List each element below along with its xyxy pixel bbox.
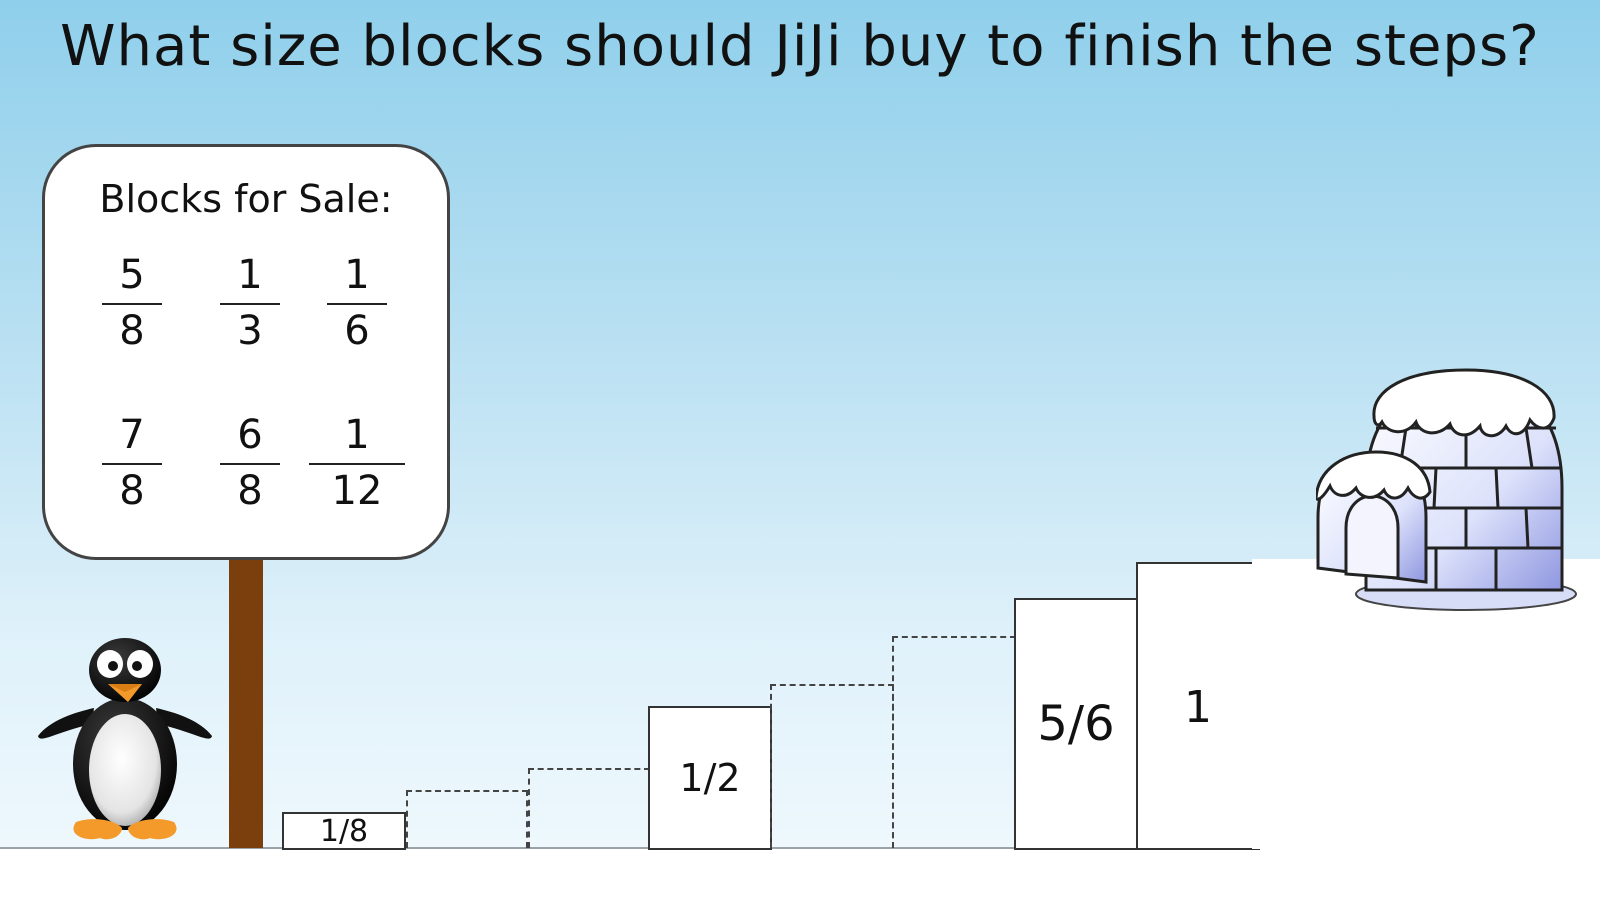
ground-line [0,847,1600,849]
fraction-item[interactable]: 5 8 [82,251,182,355]
page-title: What size blocks should JiJi buy to fini… [60,14,1540,79]
fraction-item[interactable]: 1 12 [307,411,407,515]
fraction-numerator: 5 [119,252,145,298]
step-block: 1 [1136,562,1260,850]
fraction-numerator: 7 [119,412,145,458]
step-block: 1/2 [648,706,772,850]
igloo-icon [1316,368,1577,611]
fraction-item[interactable]: 1 6 [307,251,407,355]
missing-step-outline [770,684,894,848]
penguin-icon [38,638,212,840]
fraction-numerator: 1 [344,412,370,458]
ground [0,848,1600,900]
fraction-bar [102,303,162,305]
fraction-bar [309,463,405,465]
fraction-bar [102,463,162,465]
step-label: 1/8 [319,813,369,849]
step-block: 1/8 [282,812,406,850]
missing-step-outline [892,636,1016,848]
step-label: 1 [1184,682,1212,733]
fraction-numerator: 1 [237,252,263,298]
fraction-denominator: 8 [119,308,145,354]
missing-step-outline [528,768,650,848]
sign-heading: Blocks for Sale: [99,177,393,221]
step-block: 5/6 [1014,598,1138,850]
fraction-bar [220,303,280,305]
fraction-bar [327,303,387,305]
missing-step-outline [406,790,528,848]
fraction-denominator: 6 [344,308,370,354]
sign-post [229,560,263,848]
fraction-item[interactable]: 1 3 [200,251,300,355]
fraction-denominator: 12 [331,468,383,514]
fraction-denominator: 3 [237,308,263,354]
step-label: 5/6 [1037,696,1115,752]
fraction-numerator: 1 [344,252,370,298]
fraction-item[interactable]: 7 8 [82,411,182,515]
sale-sign: Blocks for Sale: 5 8 1 3 1 6 7 8 6 8 1 1… [42,144,450,560]
fraction-item[interactable]: 6 8 [200,411,300,515]
fraction-denominator: 8 [237,468,263,514]
step-label: 1/2 [679,756,741,800]
fraction-bar [220,463,280,465]
fraction-denominator: 8 [119,468,145,514]
fraction-numerator: 6 [237,412,263,458]
